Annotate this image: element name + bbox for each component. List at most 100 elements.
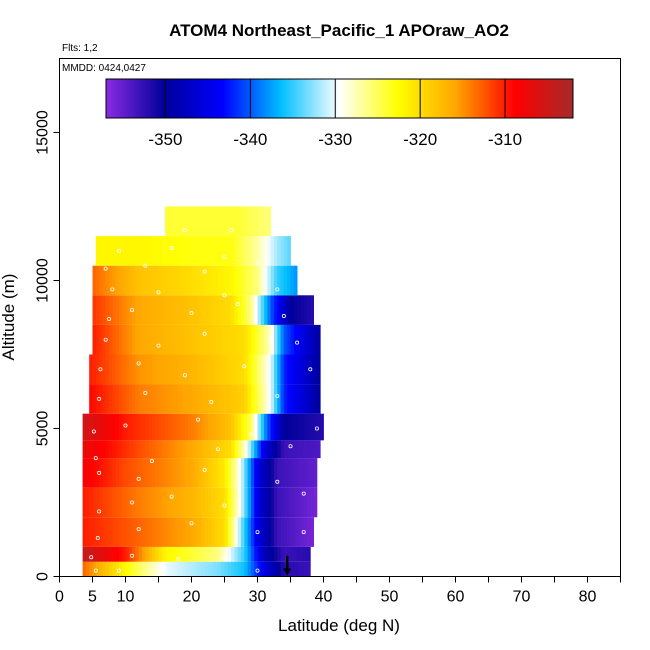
heatmap-cell — [250, 440, 255, 459]
heatmap-cell — [132, 384, 136, 414]
heatmap-cell — [241, 265, 245, 296]
heatmap-cell — [178, 295, 182, 325]
heatmap-cell — [194, 236, 199, 266]
heatmap-cell — [244, 295, 248, 325]
heatmap-cell — [188, 265, 192, 296]
heatmap-cell — [280, 517, 285, 547]
heatmap-cell — [300, 295, 305, 325]
heatmap-cell — [145, 324, 149, 355]
heatmap-cell — [184, 236, 189, 266]
flights-label: Flts: 1,2 — [62, 43, 98, 54]
heatmap-cell — [158, 517, 163, 547]
heatmap-cell — [320, 413, 324, 441]
heatmap-cell — [188, 354, 192, 385]
heatmap-cell — [307, 384, 311, 414]
heatmap-band — [95, 236, 291, 266]
heatmap-cell — [204, 458, 209, 488]
heatmap-cell — [214, 354, 219, 385]
heatmap-cell — [165, 206, 169, 237]
observation-point — [116, 568, 121, 573]
heatmap-cell — [191, 440, 196, 459]
heatmap-cell — [138, 354, 143, 385]
heatmap-cell — [181, 206, 186, 237]
heatmap-cell — [95, 236, 100, 266]
heatmap-cell — [208, 440, 212, 459]
heatmap-cell — [283, 354, 288, 385]
heatmap-cell — [175, 206, 179, 237]
y-tick-label: 0 — [35, 572, 52, 581]
heatmap-cell — [105, 265, 110, 296]
heatmap-cell — [283, 440, 288, 459]
heatmap-cell — [231, 517, 235, 547]
plot-area — [82, 206, 324, 577]
heatmap-cell — [135, 384, 140, 414]
heatmap-cell — [290, 440, 295, 459]
colorbar: -350 -340 -330 -320 -310 — [105, 78, 574, 149]
heatmap-cell — [247, 413, 252, 441]
heatmap-cell — [247, 354, 252, 385]
heatmap-cell — [109, 561, 113, 577]
heatmap-cell — [224, 546, 229, 562]
heatmap-cell — [217, 295, 222, 325]
heatmap-cell — [316, 440, 321, 459]
heatmap-cell — [188, 324, 192, 355]
observation-point — [169, 245, 174, 250]
observation-point — [91, 429, 96, 434]
heatmap-cell — [287, 546, 291, 562]
heatmap-cell — [122, 517, 126, 547]
heatmap-cell — [290, 458, 295, 488]
heatmap-cell — [178, 354, 182, 385]
heatmap-cell — [307, 546, 311, 562]
heatmap-cell — [208, 324, 212, 355]
heatmap-cell — [241, 295, 245, 325]
heatmap-cell — [148, 295, 153, 325]
y-tick-label: 5000 — [35, 411, 52, 447]
heatmap-cell — [267, 561, 272, 577]
heatmap-cell — [115, 440, 120, 459]
heatmap-cell — [227, 458, 232, 488]
heatmap-cell — [112, 384, 116, 414]
heatmap-cell — [191, 517, 196, 547]
heatmap-cell — [161, 384, 166, 414]
heatmap-cell — [118, 561, 123, 577]
heatmap-cell — [158, 384, 163, 414]
heatmap-cell — [234, 384, 239, 414]
heatmap-cell — [181, 236, 186, 266]
heatmap-cell — [234, 354, 239, 385]
heatmap-cell — [142, 517, 146, 547]
heatmap-cell — [227, 236, 232, 266]
heatmap-cell — [115, 561, 120, 577]
heatmap-cell — [158, 265, 163, 296]
heatmap-cell — [244, 354, 248, 385]
heatmap-cell — [95, 561, 100, 577]
heatmap-cell — [274, 413, 278, 441]
heatmap-cell — [244, 206, 248, 237]
heatmap-cell — [184, 458, 189, 488]
heatmap-cell — [99, 413, 103, 441]
heatmap-cell — [270, 546, 275, 562]
heatmap-cell — [82, 561, 87, 577]
heatmap-cell — [300, 413, 305, 441]
heatmap-cell — [227, 265, 232, 296]
heatmap-cell — [300, 487, 305, 518]
heatmap-cell — [237, 413, 242, 441]
observation-point — [95, 536, 100, 541]
heatmap-cell — [191, 561, 196, 577]
heatmap-cell — [227, 487, 232, 518]
heatmap-cell — [89, 487, 93, 518]
heatmap-cell — [194, 354, 199, 385]
heatmap-cell — [145, 546, 149, 562]
heatmap-cell — [227, 517, 232, 547]
heatmap-cell — [237, 487, 242, 518]
heatmap-cell — [118, 517, 123, 547]
heatmap-cell — [151, 324, 156, 355]
heatmap-cell — [293, 384, 298, 414]
heatmap-cell — [95, 487, 100, 518]
heatmap-cell — [118, 295, 123, 325]
heatmap-cell — [201, 354, 206, 385]
heatmap-cell — [204, 265, 209, 296]
heatmap-cell — [231, 384, 235, 414]
heatmap-cell — [115, 517, 120, 547]
heatmap-cell — [277, 487, 281, 518]
x-tick-label: 40 — [315, 589, 333, 606]
